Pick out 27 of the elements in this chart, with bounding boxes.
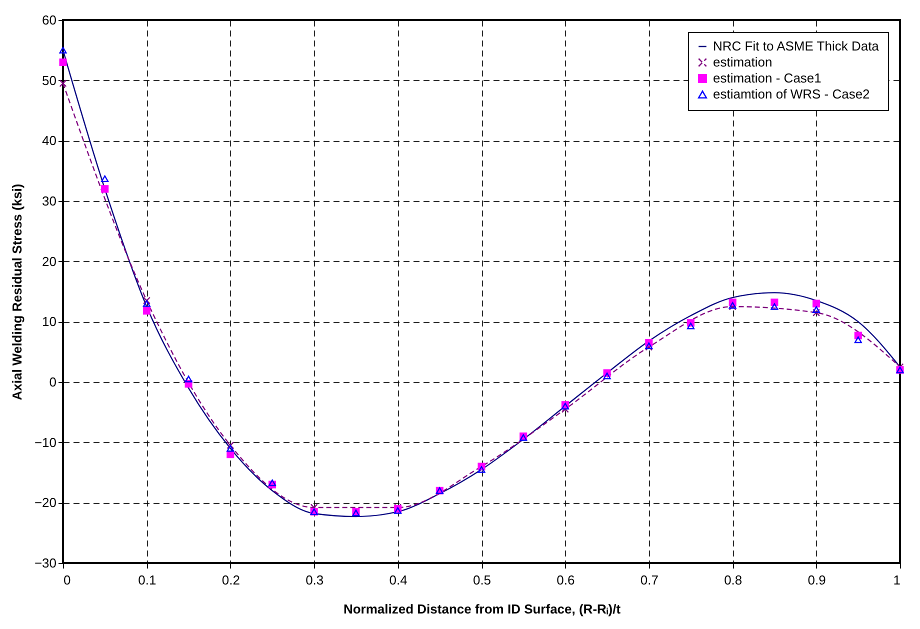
x-tick-label: 0.6 bbox=[556, 572, 575, 588]
y-tick-label: 30 bbox=[42, 194, 56, 208]
x-tick-label: 0.2 bbox=[222, 572, 240, 588]
y-axis-title: Axial Welding Residual Stress (ksi) bbox=[9, 184, 24, 400]
x-tick-label: 0.5 bbox=[472, 572, 492, 588]
y-tick-label: 60 bbox=[42, 12, 56, 28]
legend-label: estimation bbox=[713, 54, 772, 70]
y-tick-label: 0 bbox=[49, 374, 56, 390]
x-tick-label: 0.3 bbox=[306, 572, 324, 588]
x-tick-label: 1 bbox=[893, 572, 900, 588]
y-tick-label: 40 bbox=[42, 133, 56, 148]
y-tick-label: 20 bbox=[42, 254, 56, 269]
x-tick-label: 0.4 bbox=[389, 572, 408, 588]
x-tick-label: 0.8 bbox=[724, 572, 742, 588]
legend-label: NRC Fit to ASME Thick Data bbox=[713, 38, 880, 54]
x-tick-label: 0.1 bbox=[138, 572, 156, 588]
legend-label: estimation - Case1 bbox=[713, 70, 822, 86]
x-tick-label: 0 bbox=[64, 572, 71, 588]
x-tick-label: 0.7 bbox=[640, 572, 658, 588]
y-tick-label: −10 bbox=[34, 434, 56, 450]
y-tick-label: 10 bbox=[42, 314, 56, 330]
y-tick-label: −20 bbox=[34, 495, 56, 510]
x-axis-title: Normalized Distance from ID Surface, (R-Rᵢ)/t bbox=[343, 602, 622, 616]
y-tick-label: 50 bbox=[42, 72, 56, 88]
y-tick-label: −30 bbox=[34, 556, 56, 570]
legend-label: estiamtion of WRS - Case2 bbox=[713, 86, 870, 102]
x-tick-label: 0.9 bbox=[808, 572, 826, 588]
